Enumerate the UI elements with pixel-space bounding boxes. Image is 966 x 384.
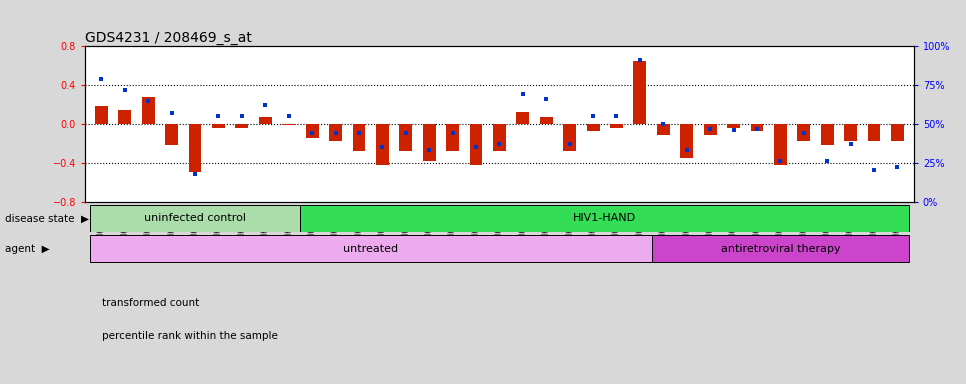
Bar: [329, 124, 342, 141]
Point: [94, 76, 109, 82]
Point: [656, 121, 671, 127]
Bar: [376, 124, 388, 165]
Bar: [493, 124, 506, 151]
Point: [538, 96, 554, 102]
Bar: [774, 124, 787, 165]
Bar: [165, 124, 178, 145]
Point: [211, 113, 226, 119]
Bar: [236, 124, 248, 128]
Text: HIV1-HAND: HIV1-HAND: [573, 213, 637, 223]
Point: [585, 113, 601, 119]
Point: [702, 126, 718, 132]
Point: [515, 91, 530, 98]
Point: [819, 158, 835, 164]
Text: agent  ▶: agent ▶: [5, 243, 49, 254]
Point: [164, 110, 180, 116]
Bar: [95, 106, 108, 124]
Bar: [119, 110, 131, 124]
Bar: [680, 124, 694, 158]
Bar: [300, 205, 909, 232]
Point: [304, 130, 320, 136]
Point: [421, 147, 437, 153]
Text: untreated: untreated: [343, 243, 398, 254]
Bar: [188, 124, 202, 172]
Point: [796, 130, 811, 136]
Point: [352, 130, 367, 136]
Bar: [652, 235, 909, 263]
Point: [609, 113, 624, 119]
Text: disease state  ▶: disease state ▶: [5, 213, 89, 223]
Point: [117, 86, 132, 93]
Point: [725, 127, 741, 133]
Point: [492, 141, 507, 147]
Point: [469, 144, 484, 150]
Point: [679, 147, 695, 153]
Point: [843, 141, 859, 147]
Bar: [611, 124, 623, 128]
Bar: [797, 124, 810, 141]
Bar: [353, 124, 365, 151]
Bar: [142, 97, 155, 124]
Bar: [469, 124, 482, 165]
Point: [234, 113, 249, 119]
Bar: [563, 124, 576, 151]
Point: [375, 144, 390, 150]
Text: antiretroviral therapy: antiretroviral therapy: [721, 243, 840, 254]
Bar: [399, 124, 412, 151]
Text: percentile rank within the sample: percentile rank within the sample: [102, 331, 278, 341]
Bar: [90, 235, 652, 263]
Bar: [540, 117, 553, 124]
Text: GDS4231 / 208469_s_at: GDS4231 / 208469_s_at: [85, 31, 252, 45]
Bar: [891, 124, 904, 141]
Bar: [423, 124, 436, 161]
Bar: [727, 124, 740, 128]
Point: [867, 167, 882, 174]
Point: [187, 170, 203, 177]
Text: uninfected control: uninfected control: [144, 213, 246, 223]
Bar: [867, 124, 880, 141]
Bar: [282, 124, 296, 125]
Point: [562, 141, 578, 147]
Point: [750, 126, 765, 132]
Point: [281, 113, 297, 119]
Point: [398, 130, 413, 136]
Point: [140, 98, 156, 104]
Point: [632, 57, 647, 63]
Bar: [751, 124, 763, 131]
Point: [773, 158, 788, 164]
Point: [890, 164, 905, 170]
Bar: [657, 124, 669, 134]
Bar: [259, 117, 271, 124]
Point: [258, 102, 273, 108]
Bar: [212, 124, 225, 128]
Bar: [634, 61, 646, 124]
Point: [327, 130, 343, 136]
Text: transformed count: transformed count: [102, 298, 200, 308]
Bar: [305, 124, 319, 138]
Bar: [90, 205, 300, 232]
Bar: [821, 124, 834, 145]
Bar: [844, 124, 857, 141]
Bar: [586, 124, 600, 131]
Bar: [517, 112, 529, 124]
Bar: [703, 124, 717, 134]
Point: [445, 130, 461, 136]
Bar: [446, 124, 459, 151]
